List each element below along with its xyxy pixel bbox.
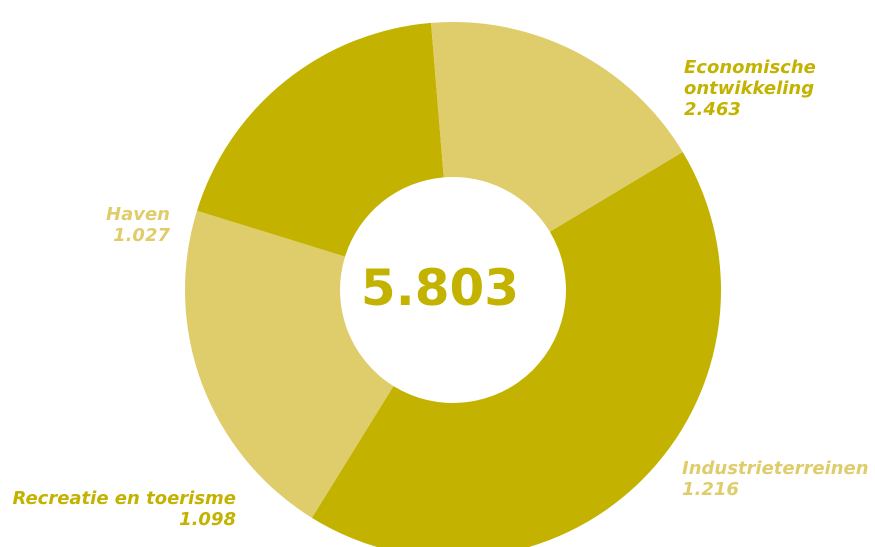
slice-name-label: Recreatie en toerisme <box>12 488 236 509</box>
slice-name-label: Industrieterreinen <box>682 458 869 479</box>
label-industrieterreinen: Industrieterreinen 1.216 <box>682 458 869 500</box>
slice-economische-ontwikkeling <box>311 151 721 547</box>
donut-slices <box>185 22 721 547</box>
slice-value-label: 1.216 <box>682 479 739 500</box>
label-haven: Haven 1.027 <box>106 204 170 246</box>
slice-name-label: Haven <box>106 204 170 225</box>
slice-haven <box>431 22 683 232</box>
slice-value-label: 2.463 <box>684 99 741 120</box>
slice-name-label: Economische <box>684 57 816 78</box>
slice-name-label: ontwikkeling <box>684 78 814 99</box>
label-recreatie-en-toerisme: Recreatie en toerisme 1.098 <box>12 488 236 530</box>
label-economische-ontwikkeling: Economische ontwikkeling 2.463 <box>684 57 816 120</box>
center-total-label: 5.803 <box>361 259 519 317</box>
slice-value-label: 1.027 <box>113 225 170 246</box>
slice-industrieterreinen <box>185 210 394 518</box>
slice-labels: Economische ontwikkeling 2.463 Industrieter… <box>12 57 868 530</box>
slice-recreatie-en-toerisme <box>196 22 444 257</box>
slice-value-label: 1.098 <box>179 509 236 530</box>
